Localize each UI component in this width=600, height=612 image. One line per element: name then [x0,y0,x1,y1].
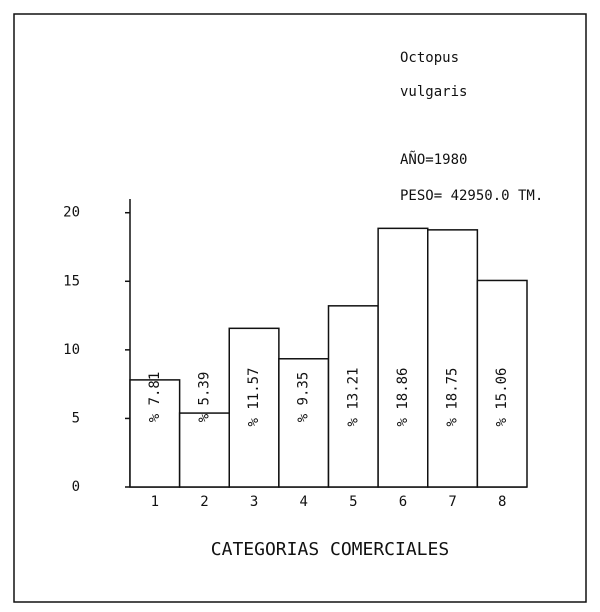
frame [13,13,587,603]
value-label: % 5.39 [196,372,212,423]
annotation: PESO= 42950.0 TM. [400,188,543,204]
bar [377,227,429,488]
chart-title: Octopus [400,50,459,66]
y-tick-label: 20 [63,205,80,221]
value-label: % 18.75 [445,367,461,426]
bar [476,279,528,488]
x-axis-label: CATEGORIAS COMERCIALES [211,539,449,560]
value-label: % 13.21 [345,367,361,426]
annotation: AÑO=1980 [400,151,467,168]
value-label: % 7.81 [147,372,163,423]
bar [129,379,181,488]
x-tick-label: 5 [349,494,357,510]
x-tick-label: 2 [200,494,208,510]
value-label: % 11.57 [246,367,262,426]
value-label: % 18.86 [395,367,411,426]
bar [278,358,330,488]
y-tick-label: 10 [63,342,80,358]
x-tick-label: 8 [498,494,506,510]
x-tick-label: 1 [151,494,159,510]
x-tick-label: 7 [448,494,456,510]
value-label: % 9.35 [296,372,312,423]
y-tick-label: 15 [63,273,80,289]
bar [327,305,379,488]
y-tick-label: 5 [72,410,80,426]
bar [228,327,280,488]
value-label: % 15.06 [494,367,510,426]
y-tick-label: 0 [72,479,80,495]
chart-subtitle: vulgaris [400,84,467,100]
x-tick-label: 3 [250,494,258,510]
x-tick-label: 6 [399,494,407,510]
bar [178,412,230,488]
x-tick-label: 4 [299,494,307,510]
bar [427,229,479,488]
